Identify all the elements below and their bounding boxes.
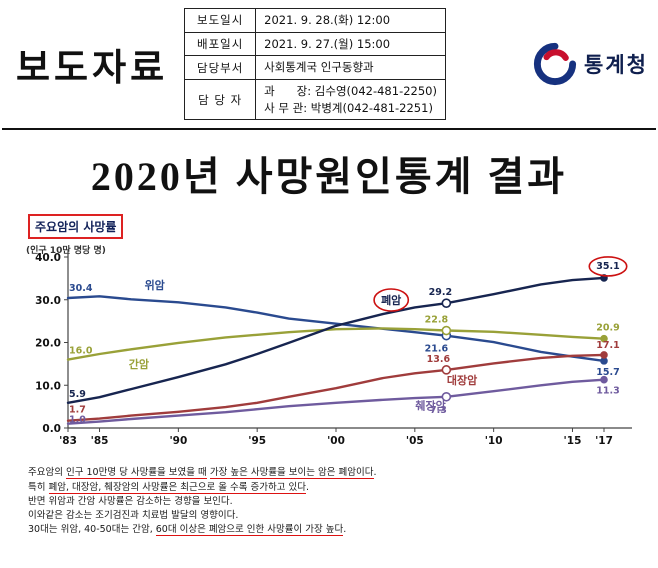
note-text: 이와같은 감소는 조기검진과 치료법 발달의 영향이다. (28, 510, 239, 522)
note-text: . (305, 481, 309, 493)
info-label: 배포일시 (184, 31, 257, 57)
svg-text:10.0: 10.0 (35, 381, 61, 393)
note-line: 주요암의 인구 10만명 당 사망률을 보였을 때 가장 높은 사망률을 보이는… (28, 466, 656, 480)
series-name-label: 췌장암 (415, 399, 445, 413)
note-text: . (373, 467, 377, 479)
agency-logo: 통계청 (532, 41, 650, 87)
svg-text:'00: '00 (327, 435, 345, 447)
info-label: 담 당 자 (184, 79, 257, 121)
info-row: 담당부서 사회통계국 인구동향과 (184, 55, 446, 81)
series-line-폐암 (66, 277, 606, 405)
info-value: 2021. 9. 28.(화) 12:00 (255, 8, 446, 33)
value-label: 29.2 (429, 288, 452, 299)
series-line-췌장암 (66, 378, 606, 426)
svg-text:'83: '83 (59, 435, 77, 447)
value-label: 13.6 (427, 354, 451, 365)
section-label-major-cancer-mortality: 주요암의 사망률 (28, 214, 124, 240)
header-info-table: 보도일시 2021. 9. 28.(화) 12:00 배포일시 2021. 9. 27… (184, 8, 446, 121)
value-label: 15.7 (596, 367, 619, 378)
svg-text:'10: '10 (485, 435, 503, 447)
note-text: . (343, 524, 347, 536)
svg-text:0.0: 0.0 (42, 423, 61, 435)
data-marker (600, 351, 608, 360)
value-label: 30.4 (69, 283, 93, 294)
doc-type-label: 보도자료 (16, 48, 169, 90)
data-marker (600, 357, 608, 366)
series-line-위암 (66, 295, 606, 363)
value-label: 17.1 (596, 340, 619, 351)
value-label: 11.3 (596, 386, 619, 397)
series-name-label: 폐암 (381, 293, 401, 307)
svg-text:'85: '85 (91, 435, 109, 447)
svg-text:'17: '17 (595, 435, 613, 447)
note-highlight: 가장 높은 사망률을 보이는 암은 폐암이다 (209, 467, 374, 480)
svg-text:'15: '15 (564, 435, 582, 447)
info-value: 과 장: 김수영(042-481-2250) 사 무 관: 박병계(042-481… (255, 79, 446, 121)
data-marker (600, 376, 608, 384)
note-highlight: 폐암, 대장암, 췌장암의 사망률은 최근으로 올 수록 증가하고 있다 (48, 481, 306, 494)
info-row: 배포일시 2021. 9. 27.(월) 15:00 (184, 31, 446, 57)
svg-text:40.0: 40.0 (35, 252, 61, 264)
series-name-label: 대장암 (447, 373, 477, 387)
value-label: 1.0 (69, 415, 86, 426)
note-highlight: 인구 10만명 당 사망률을 보였을 때 (65, 467, 207, 480)
chart-area: (인구 10만 명당 명) 0.0 10.0 20.0 30.0 40.0 '83 '85 '9… (22, 243, 656, 454)
series-line-간암 (66, 327, 606, 362)
data-marker (441, 392, 452, 402)
svg-text:30.0: 30.0 (35, 295, 61, 307)
press-release-header: 보도자료 보도일시 2021. 9. 28.(화) 12:00 배포일시 2021. … (2, 0, 656, 131)
note-text: 30대는 위암, 40-50대는 간암, (28, 524, 156, 536)
note-text: 반면 위암과 간암 사망률은 감소하는 경향을 보인다. (28, 495, 233, 507)
kostat-logo-icon (533, 43, 577, 86)
info-value: 2021. 9. 27.(월) 15:00 (255, 31, 446, 57)
svg-text:'95: '95 (248, 435, 266, 447)
info-label: 담당부서 (184, 55, 257, 81)
red-circle-annotation (588, 256, 628, 278)
svg-text:'90: '90 (169, 435, 187, 447)
agency-name: 통계청 (584, 53, 648, 78)
series-line-대장암 (66, 354, 606, 423)
cancer-mortality-line-chart: (인구 10만 명당 명) 0.0 10.0 20.0 30.0 40.0 '83 '85 '9… (26, 244, 632, 447)
value-label: 21.6 (425, 344, 449, 355)
info-value: 사회통계국 인구동향과 (255, 55, 446, 81)
svg-text:'05: '05 (406, 435, 424, 447)
note-text: 특히 (28, 481, 49, 493)
info-label: 보도일시 (184, 8, 257, 33)
data-marker (441, 298, 452, 309)
value-label: 35.1 (596, 261, 619, 272)
series-name-label: 위암 (145, 279, 165, 292)
note-line: 30대는 위암, 40-50대는 간암, 60대 이상은 폐암으로 인한 사망률… (28, 523, 656, 537)
note-text: 주요암의 (28, 467, 66, 479)
kostat-logo-blue (533, 43, 577, 86)
note-line: 반면 위암과 간암 사망률은 감소하는 경향을 보인다. (28, 495, 656, 509)
value-label: 7.3 (430, 405, 447, 416)
data-marker (600, 335, 608, 343)
red-circle-annotation (373, 288, 410, 313)
value-label: 1.7 (69, 405, 86, 416)
info-row: 보도일시 2021. 9. 28.(화) 12:00 (184, 8, 446, 33)
data-marker (441, 365, 452, 376)
page-title: 2020년 사망원인통계 결과 (90, 154, 568, 200)
series-name-label: 간암 (129, 358, 149, 372)
notes: 주요암의 인구 10만명 당 사망률을 보였을 때 가장 높은 사망률을 보이는… (28, 466, 656, 537)
note-highlight: 60대 이상은 폐암으로 인한 사망률이 가장 높다 (155, 524, 344, 537)
data-marker (441, 326, 452, 336)
chart-unit-label: (인구 10만 명당 명) (26, 244, 106, 256)
note-line: 이와같은 감소는 조기검진과 치료법 발달의 영향이다. (28, 509, 656, 523)
value-label: 5.9 (69, 389, 86, 400)
kostat-logo-red (543, 49, 569, 62)
value-label: 16.0 (69, 346, 93, 357)
value-label: 22.8 (425, 315, 449, 326)
note-line: 특히 폐암, 대장암, 췌장암의 사망률은 최근으로 올 수록 증가하고 있다. (28, 481, 656, 495)
svg-text:20.0: 20.0 (35, 338, 61, 350)
value-label: 20.9 (596, 323, 619, 334)
